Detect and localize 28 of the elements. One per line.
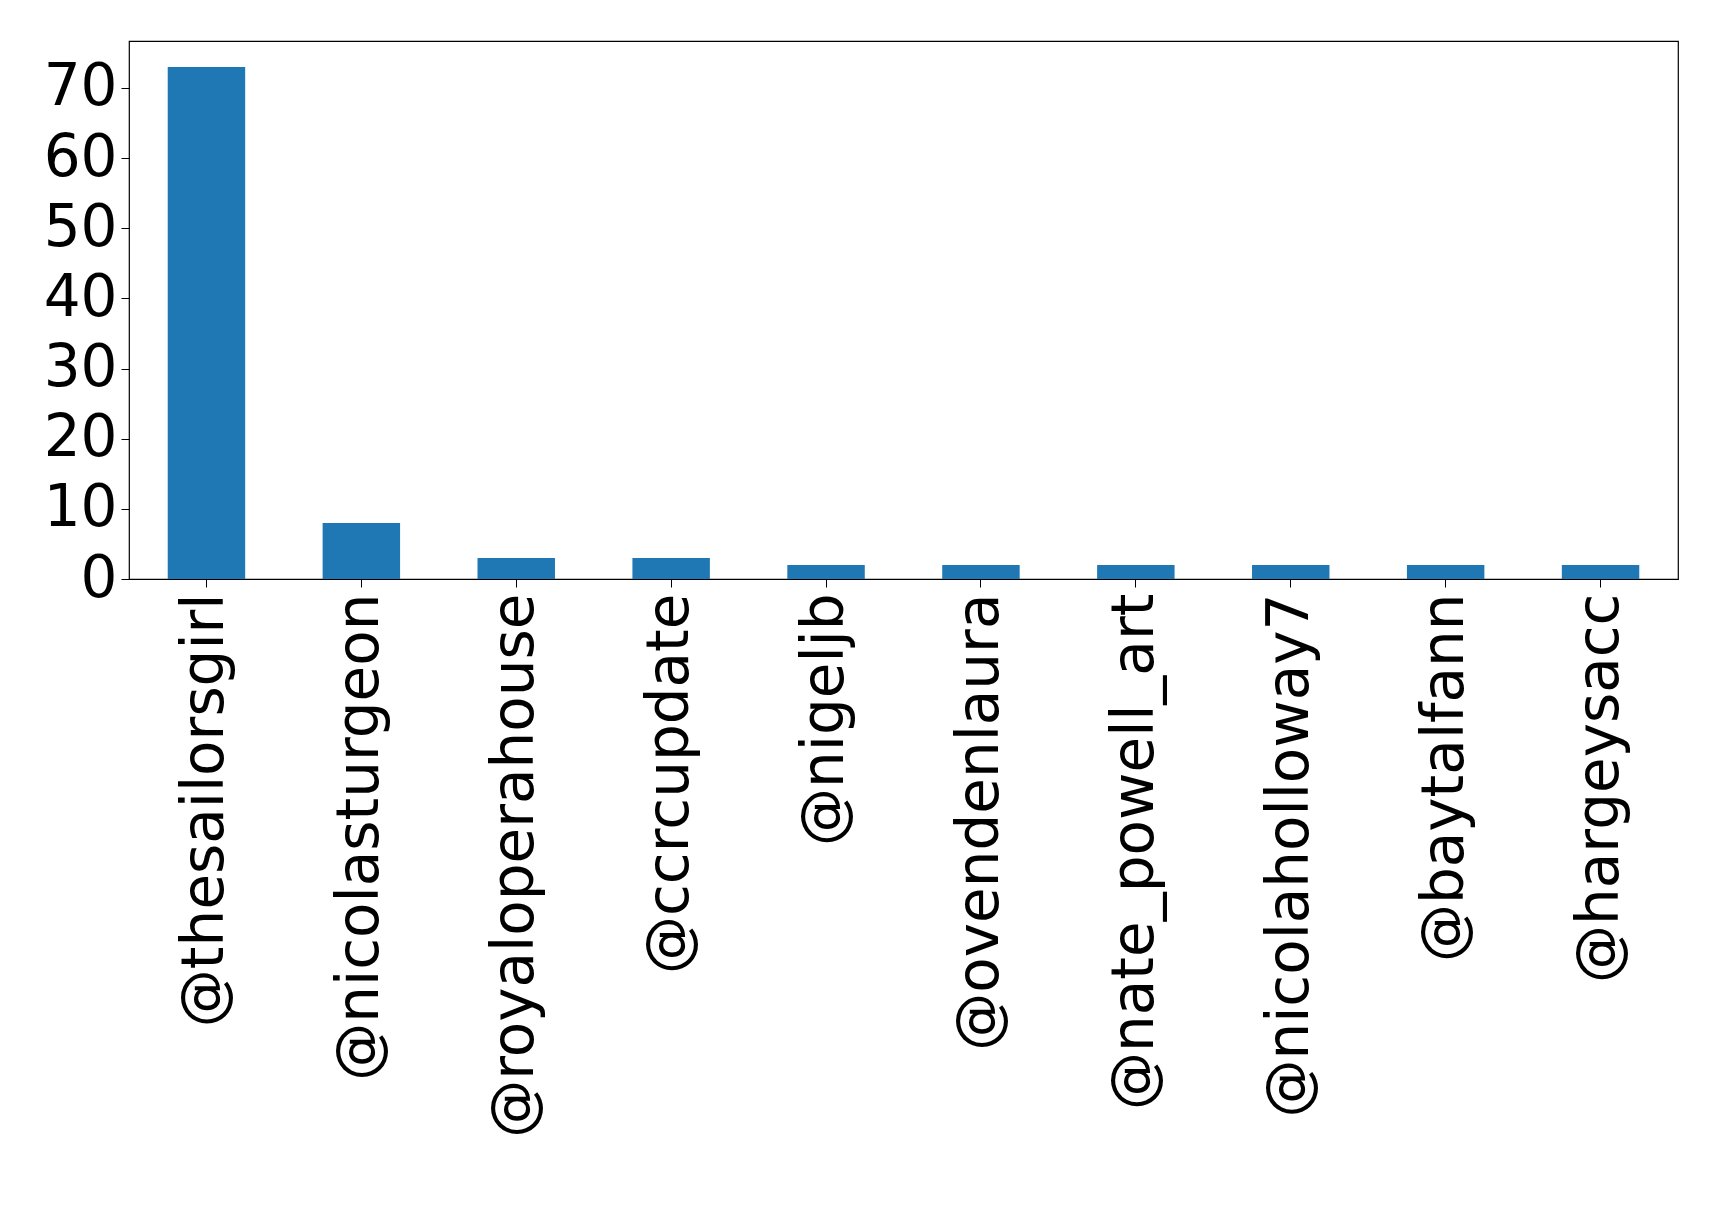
bar <box>1097 564 1175 579</box>
y-tick-label: 30 <box>43 332 118 401</box>
x-tick-label: @ovendenlaura <box>943 593 1012 1051</box>
x-tick-label: @ccrcupdate <box>634 593 703 975</box>
bar <box>787 564 865 579</box>
y-tick-label: 50 <box>43 191 118 260</box>
y-tick-label: 60 <box>43 121 118 190</box>
y-tick-label: 10 <box>43 472 118 541</box>
bar <box>322 522 401 579</box>
bar <box>632 557 710 579</box>
bar <box>477 557 555 579</box>
x-tick-label: @nicolaholloway7 <box>1253 593 1322 1118</box>
bar <box>1252 564 1330 579</box>
x-tick-label: @nigeljb <box>789 593 858 846</box>
bar <box>167 66 246 579</box>
x-tick-label: @nate_powell_art <box>1098 593 1167 1111</box>
x-tick-label: @baytalfann <box>1408 593 1477 963</box>
y-tick-label: 20 <box>43 402 118 471</box>
x-tick-label: @nicolasturgeon <box>324 593 393 1081</box>
bar <box>942 564 1020 579</box>
x-tick-label: @royaloperahouse <box>479 593 548 1138</box>
bar <box>1406 564 1485 579</box>
y-tick-label: 70 <box>43 51 118 120</box>
y-tick-label: 40 <box>43 261 118 330</box>
x-tick-label: @hargeysacc <box>1563 593 1632 983</box>
bar <box>1561 564 1640 579</box>
x-tick-label: @thesailorsgirl <box>169 593 238 1028</box>
y-tick-label: 0 <box>80 542 118 611</box>
